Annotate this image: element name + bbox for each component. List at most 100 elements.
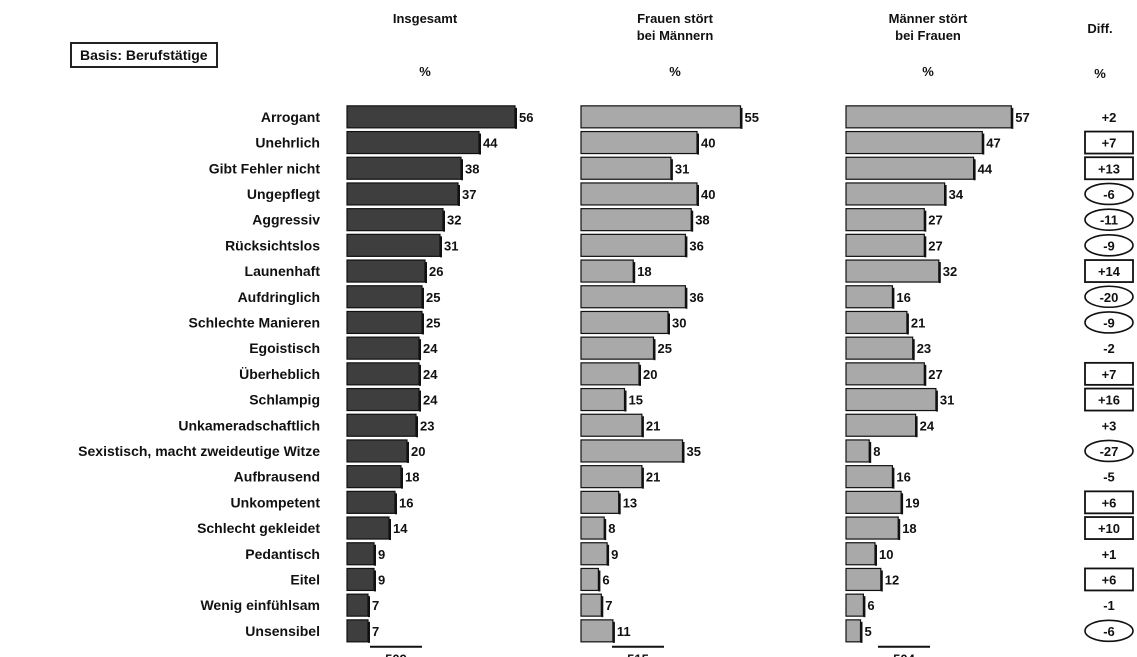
bar-insgesamt (346, 310, 423, 335)
bar-value-label: 7 (605, 598, 612, 613)
diff-value-label: +3 (1102, 418, 1117, 433)
col-title-line: Insgesamt (392, 11, 458, 26)
col-title-line: bei Männern (636, 28, 714, 43)
bar-value-label: 21 (646, 470, 660, 485)
bar-value-label: 13 (623, 495, 637, 510)
bar-value-label: 27 (928, 213, 942, 228)
category-label: Unsensibel (245, 623, 320, 639)
diff-value-label: -1 (1103, 598, 1115, 613)
bar-value-label: 40 (701, 136, 715, 151)
bar-maenner (845, 465, 894, 489)
bar-frauen (580, 310, 669, 335)
category-label: Aufbrausend (234, 469, 320, 485)
diff-value-label: +14 (1098, 264, 1121, 279)
diff-value-label: +13 (1098, 161, 1120, 176)
base-n-frauen: 515 (627, 652, 649, 657)
base-n-insgesamt: 509 (385, 652, 407, 657)
bar-frauen (580, 567, 599, 592)
bar-insgesamt (346, 413, 417, 437)
bar-value-label: 12 (885, 572, 899, 587)
diff-value-label: +6 (1102, 495, 1117, 510)
category-label: Rücksichtslos (225, 237, 320, 253)
category-label: Gibt Fehler nicht (209, 160, 321, 176)
col-title-line: Frauen stört (637, 11, 713, 26)
diff-oval (1084, 439, 1134, 463)
col-header-frauen: Frauen stört bei Männern (605, 10, 745, 44)
bar-frauen (580, 259, 634, 283)
col-header-maenner: Männer stört bei Frauen (858, 10, 998, 44)
category-label: Schlechte Manieren (189, 314, 321, 330)
bar-frauen (580, 413, 643, 437)
bar-value-label: 7 (372, 624, 379, 639)
bar-value-label: 19 (905, 495, 919, 510)
bar-value-label: 35 (687, 444, 701, 459)
bar-value-label: 38 (465, 161, 479, 176)
bar-insgesamt (346, 439, 408, 463)
diff-box (1084, 130, 1134, 155)
bar-frauen (580, 208, 692, 232)
category-label: Unkameradschaftlich (178, 417, 320, 433)
col-unit-insgesamt: % (419, 64, 431, 79)
category-label: Launenhaft (245, 263, 321, 279)
bar-maenner (845, 593, 864, 617)
bar-value-label: 23 (917, 341, 931, 356)
col-header-insgesamt: Insgesamt (355, 10, 495, 27)
bar-value-label: 36 (689, 290, 703, 305)
bar-maenner (845, 567, 882, 592)
diff-box (1084, 259, 1134, 283)
bar-insgesamt (346, 259, 426, 283)
bar-value-label: 55 (745, 110, 759, 125)
bar-maenner (845, 387, 937, 412)
bar-insgesamt (346, 516, 390, 540)
category-label: Egoistisch (249, 340, 320, 356)
bar-value-label: 5 (865, 624, 872, 639)
category-label: Unehrlich (255, 135, 320, 151)
bar-maenner (845, 336, 914, 360)
diff-value-label: -6 (1103, 187, 1115, 202)
bar-value-label: 27 (928, 367, 942, 382)
diff-oval (1084, 182, 1134, 206)
bar-frauen (580, 285, 687, 309)
bar-insgesamt (346, 542, 375, 566)
bar-value-label: 36 (689, 238, 703, 253)
category-label: Eitel (290, 571, 320, 587)
bar-insgesamt (346, 182, 459, 206)
category-label: Überheblich (239, 366, 320, 382)
bar-value-label: 18 (637, 264, 651, 279)
bar-value-label: 32 (447, 213, 461, 228)
bar-maenner (845, 542, 876, 566)
bar-value-label: 44 (483, 136, 498, 151)
bar-maenner (845, 259, 940, 283)
bar-frauen (580, 182, 698, 206)
diff-value-label: -9 (1103, 238, 1115, 253)
diff-value-label: +16 (1098, 393, 1120, 408)
diff-box (1084, 361, 1134, 386)
bar-maenner (845, 208, 925, 232)
bar-value-label: 24 (423, 367, 438, 382)
bar-maenner (845, 156, 975, 180)
bar-value-label: 16 (896, 470, 910, 485)
col-title-line: bei Frauen (895, 28, 961, 43)
bar-value-label: 37 (462, 187, 476, 202)
bar-value-label: 9 (378, 572, 385, 587)
bar-frauen (580, 156, 672, 180)
bar-value-label: 47 (986, 136, 1000, 151)
category-label: Aufdringlich (238, 289, 320, 305)
category-label: Sexistisch, macht zweideutige Witze (78, 443, 320, 459)
diff-value-label: -5 (1103, 470, 1115, 485)
bar-value-label: 56 (519, 110, 533, 125)
bar-insgesamt (346, 156, 462, 180)
col-unit-maenner: % (922, 64, 934, 79)
diff-value-label: +1 (1102, 547, 1117, 562)
diff-box (1084, 387, 1134, 412)
bar-value-label: 18 (405, 470, 419, 485)
bar-value-label: 44 (978, 161, 993, 176)
bar-insgesamt (346, 208, 444, 232)
bar-value-label: 25 (426, 315, 440, 330)
bar-frauen (580, 465, 643, 489)
bar-maenner (845, 439, 870, 463)
bar-value-label: 8 (608, 521, 615, 536)
bar-insgesamt (346, 593, 369, 617)
diff-value-label: -27 (1100, 444, 1119, 459)
